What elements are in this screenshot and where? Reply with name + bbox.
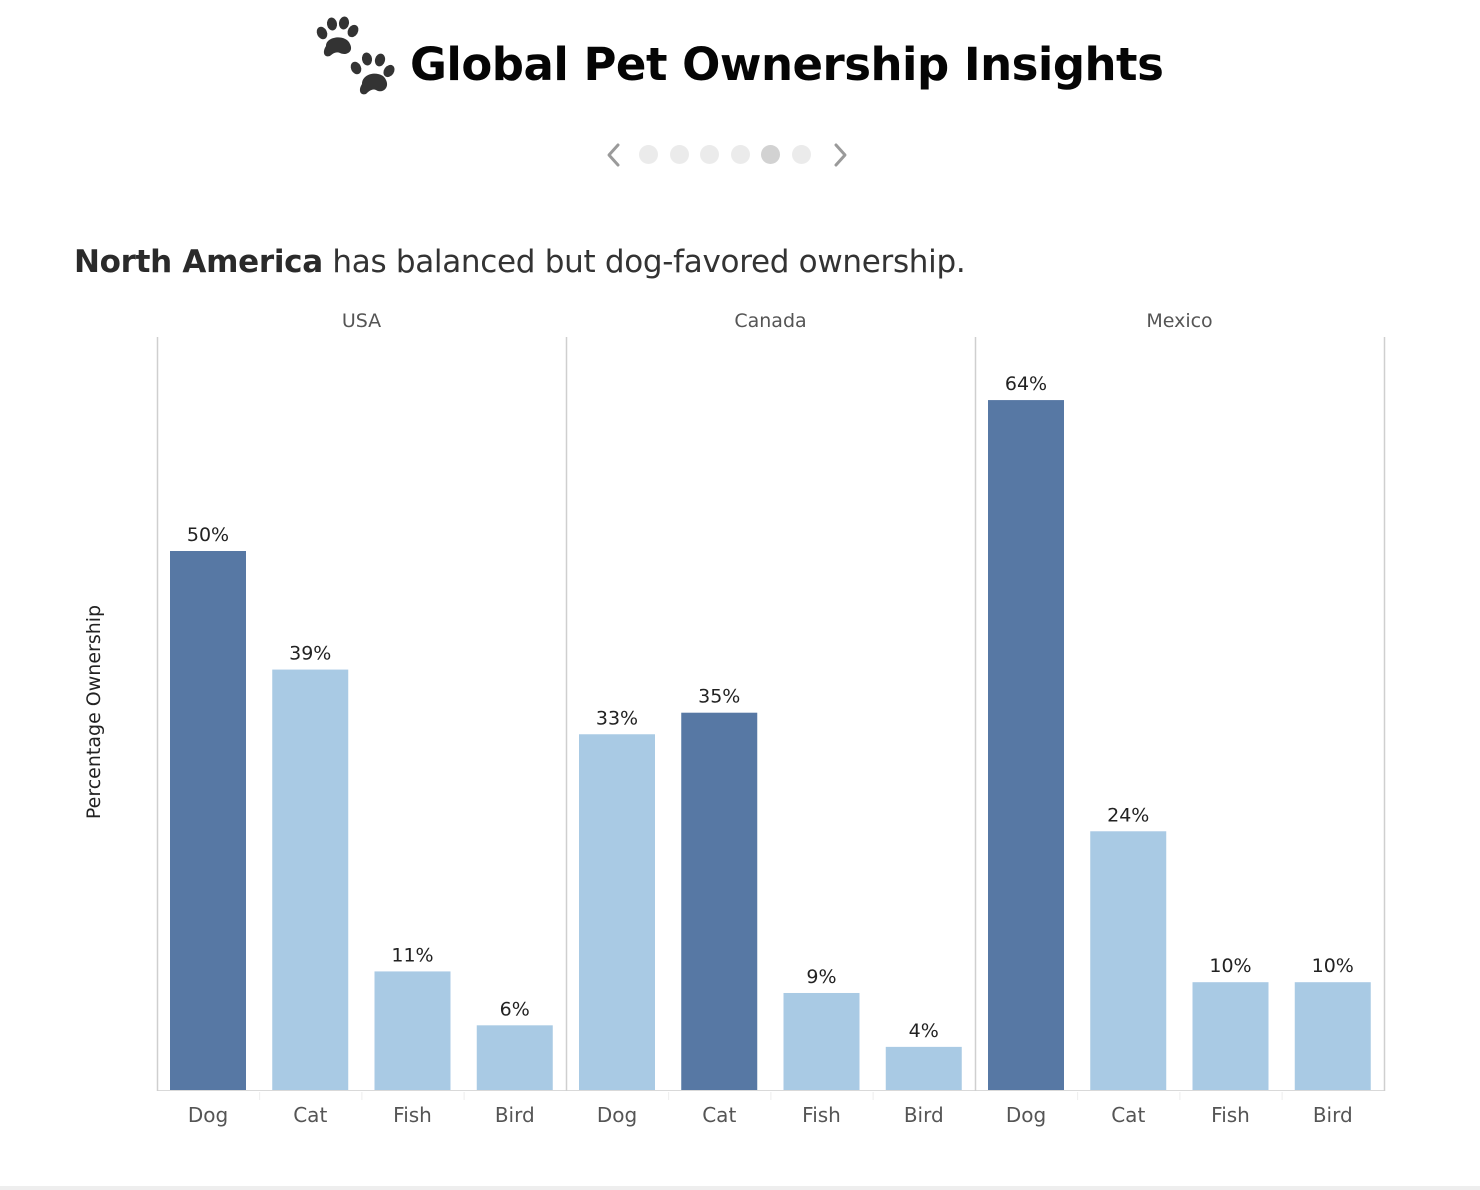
data-label: 39% — [289, 643, 331, 665]
x-tick-label: Dog — [1006, 1103, 1046, 1127]
bar-mexico-fish[interactable] — [1192, 982, 1269, 1090]
subtitle-region: North America — [74, 244, 323, 280]
data-label: 24% — [1107, 804, 1149, 826]
bar-chart: Percentage Ownership USA 50% Dog 39% Cat 11% Fi… — [83, 310, 1386, 1127]
subtitle-text: has balanced but dog-favored ownership. — [322, 244, 966, 280]
panel-header-mexico: Mexico — [1146, 310, 1212, 332]
bar-canada-fish[interactable] — [783, 992, 860, 1090]
data-label: 10% — [1312, 955, 1354, 977]
bar-usa-cat[interactable] — [272, 669, 349, 1090]
data-label: 11% — [391, 944, 433, 966]
bottom-divider — [0, 1186, 1480, 1190]
data-label: 10% — [1209, 955, 1251, 977]
data-label: 64% — [1005, 373, 1047, 395]
bar-mexico-dog[interactable] — [988, 400, 1064, 1090]
data-label: 50% — [187, 524, 229, 546]
x-tick-label: Cat — [293, 1103, 327, 1127]
x-tick-label: Cat — [1111, 1103, 1145, 1127]
x-tick-label: Fish — [393, 1103, 432, 1127]
bar-canada-dog[interactable] — [579, 734, 655, 1090]
x-tick-label: Bird — [1313, 1103, 1353, 1127]
story-pager — [600, 140, 860, 170]
pager-dot[interactable] — [791, 145, 811, 164]
bar-usa-fish[interactable] — [374, 971, 451, 1090]
panel-header-usa: USA — [342, 310, 381, 332]
bar-usa-dog[interactable] — [170, 551, 246, 1090]
bar-mexico-cat[interactable] — [1090, 831, 1167, 1090]
paw-prints-icon — [316, 16, 395, 95]
pager-dot[interactable] — [730, 145, 750, 164]
x-tick-label: Fish — [802, 1103, 841, 1127]
x-tick-label: Fish — [1211, 1103, 1250, 1127]
pager-dot[interactable] — [700, 145, 719, 164]
data-label: 9% — [806, 966, 836, 988]
chart-subtitle: North America has balanced but dog-favor… — [74, 244, 966, 280]
x-tick-label: Dog — [597, 1103, 637, 1127]
chevron-left-icon[interactable] — [602, 140, 626, 170]
bar-canada-cat[interactable] — [681, 712, 758, 1090]
page-title: Global Pet Ownership Insights — [410, 38, 1164, 91]
pager-dot[interactable] — [639, 145, 658, 164]
pager-dot[interactable] — [761, 145, 780, 164]
data-label: 35% — [698, 686, 740, 708]
y-axis-label: Percentage Ownership — [83, 605, 105, 819]
panel-header-canada: Canada — [734, 310, 806, 332]
data-label: 4% — [909, 1020, 939, 1042]
data-label: 6% — [500, 998, 530, 1020]
chevron-right-icon[interactable] — [828, 140, 852, 170]
x-tick-label: Dog — [188, 1103, 228, 1127]
header: Global Pet Ownership Insights — [0, 10, 1480, 120]
data-label: 33% — [596, 707, 638, 729]
x-tick-label: Bird — [495, 1103, 535, 1127]
x-tick-label: Bird — [904, 1103, 944, 1127]
bar-canada-bird[interactable] — [885, 1046, 962, 1090]
x-tick-label: Cat — [702, 1103, 736, 1127]
bar-usa-bird[interactable] — [476, 1025, 553, 1090]
pager-dot[interactable] — [669, 145, 689, 164]
bar-mexico-bird[interactable] — [1294, 982, 1371, 1090]
